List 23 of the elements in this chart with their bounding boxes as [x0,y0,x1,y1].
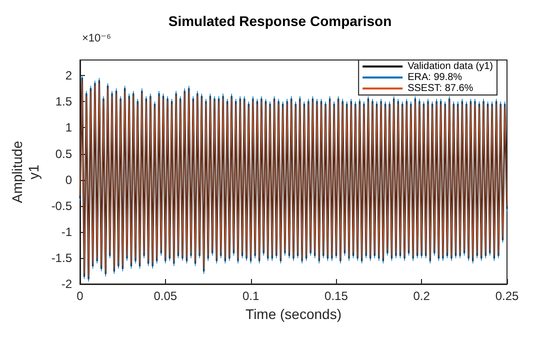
legend-label: ERA: 99.8% [408,72,462,83]
y-axis-title: y1 [25,164,42,180]
y-tick-label: 0.5 [55,146,72,161]
x-tick-label: 0 [76,289,84,303]
x-tick-label: 0.05 [154,289,178,303]
legend-label: SSEST: 87.6% [408,83,474,94]
x-axis-title: Time (seconds) [246,306,342,322]
y-tick-label: 0 [65,172,72,187]
y-tick-label: -2 [61,277,72,291]
y-tick-label: -1 [61,224,72,239]
x-tick-label: 0.15 [324,289,348,303]
y-tick-label: 2 [65,68,72,83]
y-tick-label: 1.5 [55,94,72,109]
legend-label: Validation data (y1) [408,61,493,72]
y-tick-label: 1 [65,120,72,135]
text: Amplitude [9,140,25,204]
y-tick-label: -1.5 [51,250,72,265]
text: ×10⁻⁶ [82,32,111,44]
x-tick-label: 0.1 [242,289,260,303]
x-tick-label: 0.25 [495,289,519,303]
y-tick-label: -0.5 [51,198,72,213]
x-tick-label: 0.2 [413,289,430,303]
chart-title: Simulated Response Comparison [168,13,392,29]
